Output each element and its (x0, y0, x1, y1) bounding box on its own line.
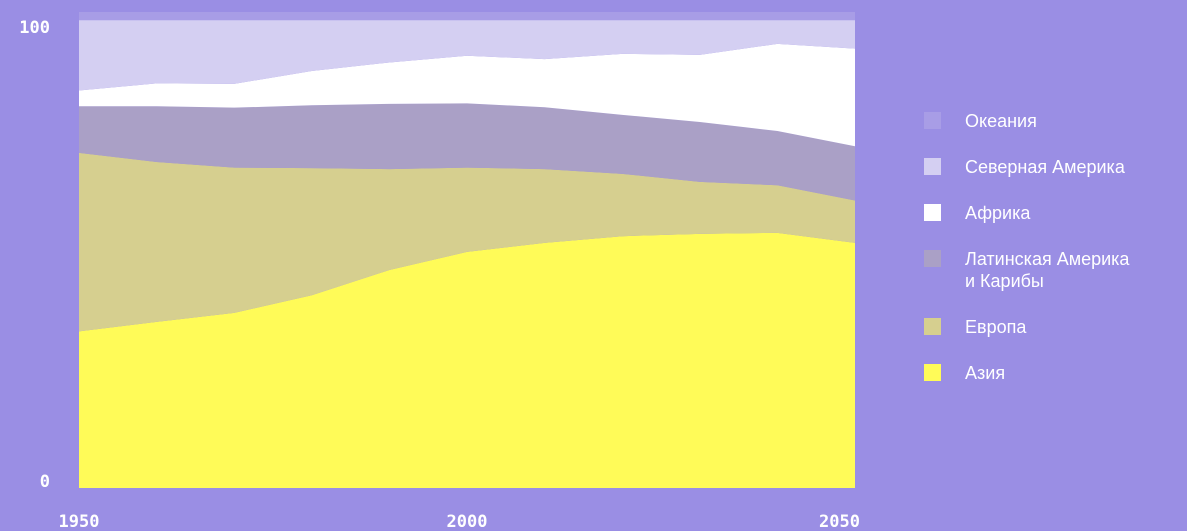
y-tick-label: 0 (40, 472, 50, 492)
legend-label: Европа (965, 317, 1027, 337)
area (79, 232, 855, 488)
legend-item: Азия (924, 362, 1184, 384)
legend-label: Африка (965, 203, 1031, 223)
legend-swatch (924, 250, 941, 267)
legend-item: Океания (924, 110, 1184, 132)
x-tick-label: 1950 (59, 512, 100, 531)
legend-swatch (924, 318, 941, 335)
legend-item: Европа (924, 316, 1184, 338)
legend-swatch (924, 158, 941, 175)
legend-label: Океания (965, 111, 1037, 131)
legend: Океания Северная Америка Африка Латинская А… (924, 110, 1184, 408)
legend-label: Северная Америка (965, 157, 1125, 177)
area (79, 12, 855, 21)
area (79, 20, 855, 91)
legend-swatch (924, 364, 941, 381)
area (79, 152, 855, 332)
area (79, 43, 855, 147)
x-tick-label: 2000 (447, 512, 488, 531)
legend-item: Северная Америка (924, 156, 1184, 178)
legend-label: Азия (965, 363, 1006, 383)
legend-label: Латинская Америка и Карибы (965, 249, 1130, 291)
legend-item: Латинская Америка и Карибы (924, 248, 1184, 292)
x-tick-label: 2050 (819, 512, 860, 531)
legend-item: Африка (924, 202, 1184, 224)
legend-swatch (924, 204, 941, 221)
y-tick-label: 100 (19, 18, 50, 38)
legend-swatch (924, 112, 941, 129)
area (79, 103, 855, 201)
